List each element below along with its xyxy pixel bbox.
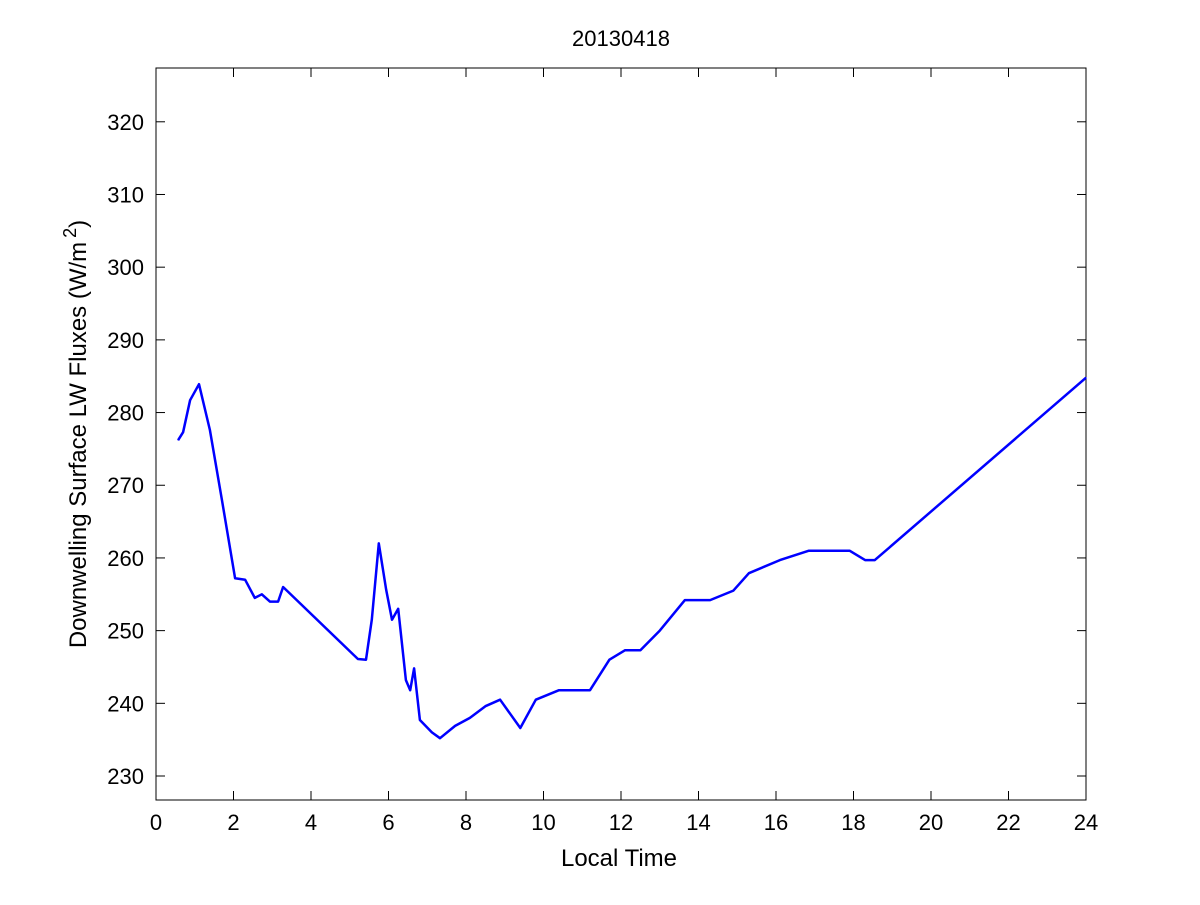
y-tick-label: 310: [107, 182, 144, 207]
x-tick-label: 0: [150, 810, 162, 835]
data-point: [177, 439, 179, 441]
data-point: [409, 689, 411, 691]
x-tick-label: 12: [609, 810, 633, 835]
x-tick-label: 4: [305, 810, 317, 835]
y-axis: 230 240 250 260 270 280 290 300 310 320: [107, 110, 1086, 789]
series-line: [177, 376, 1087, 740]
data-point: [608, 659, 610, 661]
data-point: [431, 731, 433, 733]
x-tick-label: 22: [996, 810, 1020, 835]
data-point: [469, 717, 471, 719]
data-point: [371, 619, 373, 621]
x-axis-label: Local Time: [561, 845, 677, 872]
y-tick-label: 270: [107, 473, 144, 498]
data-point: [849, 550, 851, 552]
data-point: [365, 659, 367, 661]
data-point: [499, 699, 501, 701]
x-axis: 0 2 4 6 8 10 12 14 16 18 20 22 24: [150, 68, 1098, 835]
data-point: [277, 601, 279, 603]
data-point: [732, 590, 734, 592]
data-point: [748, 572, 750, 574]
data-point: [454, 725, 456, 727]
data-point: [269, 601, 271, 603]
data-point: [198, 383, 200, 385]
data-point: [209, 429, 211, 431]
y-axis-label: Downwelling Surface LW Fluxes (W/m 2): [60, 220, 92, 648]
data-point: [182, 431, 184, 433]
x-tick-label: 16: [764, 810, 788, 835]
data-point: [405, 679, 407, 681]
y-tick-label: 230: [107, 764, 144, 789]
data-point: [535, 699, 537, 701]
data-point: [589, 689, 591, 691]
data-point: [261, 593, 263, 595]
data-point: [709, 599, 711, 601]
x-tick-label: 6: [382, 810, 394, 835]
y-tick-label: 280: [107, 401, 144, 426]
y-tick-label: 290: [107, 328, 144, 353]
data-point: [684, 599, 686, 601]
chart-title: 20130418: [572, 26, 670, 51]
x-tick-label: 20: [919, 810, 943, 835]
data-point: [779, 559, 781, 561]
data-point: [221, 499, 223, 501]
data-point: [397, 608, 399, 610]
data-point: [391, 619, 393, 621]
x-tick-label: 2: [227, 810, 239, 835]
data-point: [385, 589, 387, 591]
y-tick-label: 300: [107, 255, 144, 280]
y-axis-label-close: ): [65, 220, 92, 228]
series-lines: [177, 376, 1087, 740]
x-tick-label: 10: [531, 810, 555, 835]
data-point: [413, 667, 415, 669]
data-point: [1085, 377, 1087, 379]
data-point: [808, 550, 810, 552]
x-tick-label: 18: [841, 810, 865, 835]
data-point: [234, 577, 236, 579]
data-point: [357, 658, 359, 660]
data-point: [659, 630, 661, 632]
data-point: [519, 727, 521, 729]
data-point: [439, 737, 441, 739]
y-tick-label: 240: [107, 691, 144, 716]
y-tick-label: 250: [107, 619, 144, 644]
plot-area: [155, 67, 1087, 801]
x-tick-label: 14: [686, 810, 710, 835]
data-point: [639, 649, 641, 651]
data-point: [189, 399, 191, 401]
y-axis-label-main: Downwelling Surface LW Fluxes (W/m: [65, 242, 92, 648]
data-point: [624, 649, 626, 651]
data-point: [874, 559, 876, 561]
data-point: [378, 542, 380, 544]
y-tick-label: 320: [107, 110, 144, 135]
y-tick-label: 260: [107, 546, 144, 571]
data-point: [864, 559, 866, 561]
data-point: [419, 719, 421, 721]
data-point: [254, 597, 256, 599]
data-point: [558, 689, 560, 691]
data-point: [282, 586, 284, 588]
data-point: [244, 579, 246, 581]
data-point: [484, 705, 486, 707]
x-tick-label: 24: [1074, 810, 1098, 835]
x-tick-label: 8: [460, 810, 472, 835]
y-axis-label-superscript: 2: [60, 228, 80, 238]
